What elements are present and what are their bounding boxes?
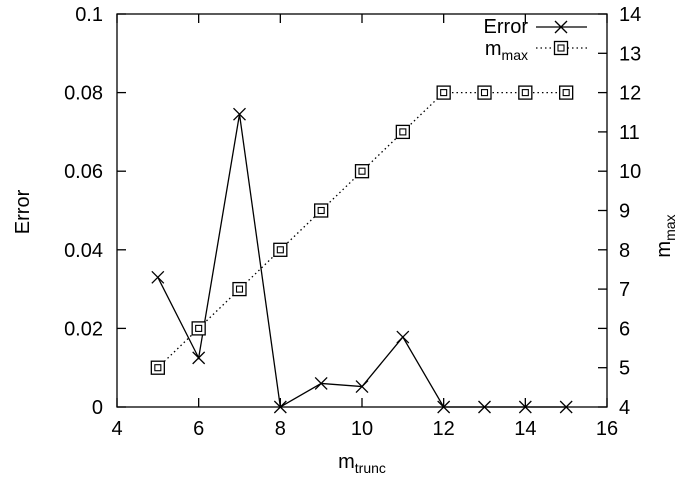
y2-axis-label-base: m bbox=[653, 241, 675, 258]
plot-frame bbox=[116, 13, 608, 408]
mmax-series-line bbox=[157, 91, 567, 369]
legend-marker-error bbox=[554, 20, 568, 34]
mmax-point bbox=[477, 85, 492, 100]
x-tick-label: 16 bbox=[596, 418, 618, 440]
x-tick-label: 8 bbox=[275, 418, 286, 440]
markers bbox=[150, 85, 574, 414]
error-point bbox=[478, 400, 491, 414]
x-tick-label: 10 bbox=[351, 418, 373, 440]
y2-axis-label-sub: max bbox=[662, 214, 678, 240]
y2-tick-label: 7 bbox=[619, 279, 630, 301]
x-tick-label: 4 bbox=[111, 418, 122, 440]
legend-marker-error-x bbox=[554, 20, 568, 34]
y2-tick-label: 10 bbox=[619, 161, 641, 183]
y2-axis-label: mmax bbox=[653, 214, 678, 257]
legend-label-mmax: mmax bbox=[485, 38, 528, 63]
y2-tick-label: 6 bbox=[619, 318, 630, 340]
mmax-point bbox=[518, 85, 533, 100]
y2-tick-label: 8 bbox=[619, 240, 630, 262]
mmax-point bbox=[354, 164, 370, 179]
y2-tick-label: 11 bbox=[619, 122, 640, 144]
legend-label-mmax-sub: max bbox=[502, 47, 528, 63]
legend-label-mmax-base: m bbox=[485, 38, 502, 60]
legend-label-error: Error bbox=[484, 16, 529, 38]
legend-marker-mmax bbox=[553, 40, 569, 56]
error-point bbox=[233, 107, 246, 121]
y2-tick-label: 13 bbox=[619, 43, 641, 65]
y2-tick-label: 5 bbox=[619, 358, 630, 380]
y2-tick-label: 4 bbox=[619, 397, 630, 419]
mmax-point bbox=[559, 85, 574, 100]
legend: Error mmax bbox=[484, 16, 587, 63]
error-point bbox=[192, 351, 206, 365]
x-axis-label-sub: trunc bbox=[355, 460, 386, 476]
y-tick-label: 0.06 bbox=[64, 161, 103, 183]
legend-marker-mmax-box bbox=[553, 40, 569, 56]
y-tick-label: 0 bbox=[92, 397, 103, 419]
x-axis-label: mtrunc bbox=[338, 451, 386, 476]
mmax-point bbox=[273, 242, 288, 257]
series-lines bbox=[157, 91, 567, 409]
y-tick-label: 0.02 bbox=[64, 318, 103, 340]
x-tick-label: 12 bbox=[433, 418, 455, 440]
y-axis-label: Error bbox=[12, 189, 34, 234]
error-point bbox=[396, 330, 410, 344]
mmax-point bbox=[395, 124, 410, 140]
error-point bbox=[518, 400, 532, 414]
y-tick-label: 0.08 bbox=[64, 83, 103, 105]
error-point bbox=[314, 376, 328, 390]
y2-tick-label: 9 bbox=[619, 201, 630, 223]
x-tick-label: 6 bbox=[193, 418, 204, 440]
error-point bbox=[437, 400, 451, 414]
y2-tick-label: 14 bbox=[619, 4, 641, 26]
mmax-point bbox=[436, 85, 451, 100]
error-point bbox=[273, 400, 287, 414]
mmax-point bbox=[191, 321, 206, 336]
y-tick-label: 0.04 bbox=[64, 240, 103, 262]
x-tick-label: 14 bbox=[514, 418, 536, 440]
mmax-point bbox=[314, 203, 329, 218]
y-tick-label: 0.1 bbox=[75, 4, 103, 26]
mmax-point bbox=[232, 281, 247, 297]
error-point bbox=[151, 270, 165, 284]
error-series-line bbox=[157, 114, 567, 409]
ticks: 4 6 8 10 12 14 16 0 0.02 0.04 0.06 0.08 0.1 4 5 6 7 8 9 10 1… bbox=[64, 4, 641, 440]
x-axis-label-base: m bbox=[338, 451, 355, 473]
y2-tick-label: 12 bbox=[619, 83, 641, 105]
mmax-point bbox=[150, 360, 165, 375]
error-point bbox=[559, 400, 573, 414]
error-point bbox=[355, 380, 369, 394]
